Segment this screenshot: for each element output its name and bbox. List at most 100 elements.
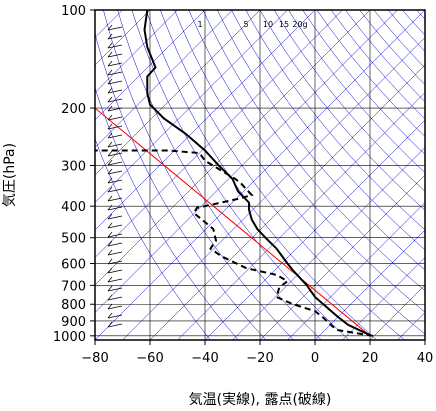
wind-barb (107, 224, 123, 229)
dry-adiabat-line (95, 138, 211, 340)
dry-adiabat-line (131, 10, 350, 340)
wind-barb (107, 278, 123, 283)
wind-barb (107, 143, 123, 148)
isotherm-line (232, 147, 425, 340)
wind-barb (107, 62, 123, 67)
wind-barb (107, 170, 123, 175)
y-tick-label: 700 (61, 279, 86, 294)
wind-barb (107, 215, 123, 220)
isotherm-line (95, 10, 178, 93)
isotherm-line (177, 92, 425, 340)
isotherm-line (287, 202, 425, 340)
wind-barb (107, 107, 123, 112)
wind-barb-feather (107, 204, 113, 211)
wind-barb (107, 116, 123, 121)
wind-barb-feather (107, 312, 113, 319)
wind-barb (107, 26, 123, 31)
wind-barb-feather (107, 132, 113, 139)
wind-barb-feather (107, 285, 113, 292)
wind-barb-feather (107, 123, 113, 130)
isotherm-line (95, 10, 288, 203)
mixing-ratio-label: 1 (197, 20, 202, 29)
dry-adiabat-line (259, 10, 425, 211)
wind-barb-feather (107, 294, 113, 301)
wind-barb-feather (107, 276, 113, 283)
dry-adiabat-line (174, 10, 425, 335)
grid-lines (95, 10, 425, 340)
wind-barb-feather (107, 249, 113, 256)
wind-barb (107, 80, 123, 85)
dry-adiabat-line (345, 10, 425, 103)
wind-barb (107, 260, 123, 265)
x-tick-label: −20 (246, 351, 273, 366)
wind-barb-feather (107, 231, 113, 238)
dry-adiabat-line (316, 10, 425, 137)
wind-barb (107, 53, 123, 58)
wind-barb (107, 269, 123, 274)
wind-barb-feather (107, 177, 113, 184)
y-tick-label: 600 (61, 258, 86, 273)
wind-barb-feather (107, 222, 113, 229)
wind-barb (107, 152, 123, 157)
wind-barb-feather (107, 186, 113, 193)
y-tick-label: 100 (61, 4, 86, 19)
wind-barb-feather (107, 321, 113, 328)
wind-barb (107, 134, 123, 139)
dry-adiabat-line (95, 32, 267, 340)
x-tick-label: −80 (81, 351, 108, 366)
x-tick-label: 40 (417, 351, 434, 366)
wind-barb (107, 188, 123, 193)
wind-barb (107, 314, 123, 319)
dry-adiabat-line (373, 10, 425, 69)
wind-barb-feather (107, 69, 113, 76)
temperature-profile-line (143, 10, 372, 337)
wind-barb-feather (107, 159, 113, 166)
wind-barb-feather (107, 96, 113, 103)
dry-adiabat-line (273, 10, 425, 192)
wind-barb-feather (107, 78, 113, 85)
profile-series (95, 10, 373, 337)
isotherm-line (342, 257, 425, 340)
wind-barb-feather (107, 150, 113, 157)
dry-adiabat-line (188, 10, 425, 313)
wind-barb (107, 305, 123, 310)
wind-barbs (107, 24, 123, 328)
wind-barb (107, 71, 123, 76)
dry-adiabat-line (217, 10, 425, 271)
wind-barb (107, 125, 123, 130)
x-axis-ticks: −80 −60 −40 −20 0 20 40 (81, 340, 433, 366)
wind-barb-feather (107, 87, 113, 94)
wind-barb-feather (107, 213, 113, 220)
wind-barb (107, 296, 123, 301)
dry-adiabat-line (302, 10, 425, 155)
wind-barb (107, 323, 123, 328)
wind-barb-feather (107, 168, 113, 175)
y-tick-label: 400 (61, 200, 86, 215)
wind-barb-feather (107, 240, 113, 247)
wind-barb-feather (107, 114, 113, 121)
wind-barb-feather (107, 267, 113, 274)
wind-barb (107, 44, 123, 49)
dry-adiabat-line (245, 10, 425, 231)
wind-barb (107, 89, 123, 94)
y-tick-label: 1000 (53, 330, 86, 345)
wind-barb (107, 98, 123, 103)
x-axis-label: 気温(実線), 露点(破線) (189, 392, 332, 408)
wind-barb (107, 206, 123, 211)
mixing-ratio-label: 5 (243, 20, 248, 29)
dry-adiabat-line (330, 10, 425, 120)
wind-barb-feather (107, 60, 113, 67)
dewpoint-profile-line (95, 149, 373, 337)
wind-barb (107, 251, 123, 256)
y-tick-label: 200 (61, 102, 86, 117)
wind-barb-feather (107, 33, 113, 40)
dry-adiabat-line (288, 10, 425, 173)
y-tick-label: 300 (61, 159, 86, 174)
wind-barb (107, 179, 123, 184)
reference-line (95, 107, 371, 337)
wind-barb (107, 161, 123, 166)
x-tick-label: 20 (362, 351, 379, 366)
dry-adiabat-line (160, 10, 405, 340)
